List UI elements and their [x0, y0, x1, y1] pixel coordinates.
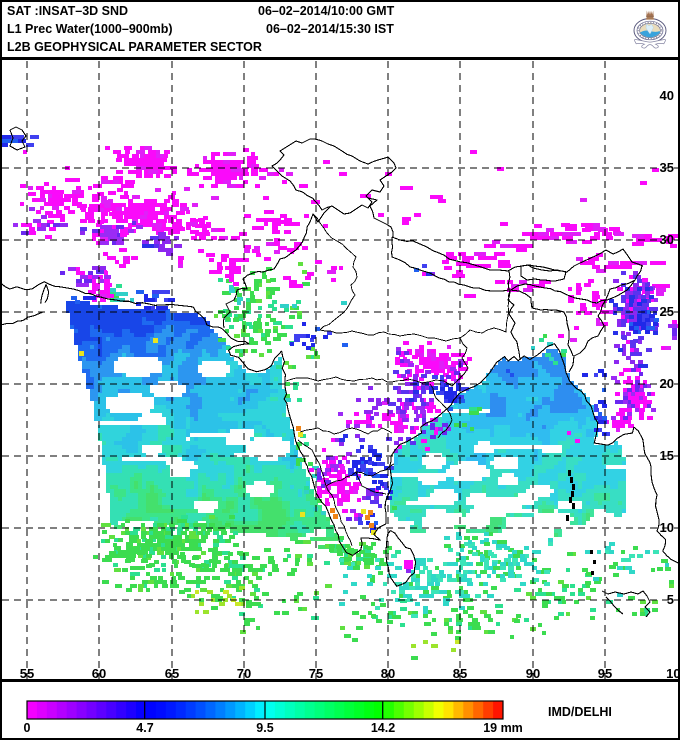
svg-text:4.7: 4.7	[136, 721, 153, 735]
svg-text:25: 25	[660, 304, 674, 319]
svg-text:06–02–2014/15:30 IST: 06–02–2014/15:30 IST	[266, 22, 394, 36]
svg-text:100: 100	[666, 666, 680, 681]
svg-text:95: 95	[598, 666, 612, 681]
svg-text:35: 35	[660, 160, 674, 175]
svg-text:90: 90	[526, 666, 540, 681]
svg-text:19 mm: 19 mm	[483, 721, 523, 735]
svg-text:L2B GEOPHYSICAL PARAMETER SECT: L2B GEOPHYSICAL PARAMETER SECTOR	[7, 40, 262, 54]
svg-text:15: 15	[660, 448, 674, 463]
svg-text:60: 60	[92, 666, 106, 681]
svg-text:5: 5	[667, 592, 674, 607]
svg-text:L1 Prec Water(1000–900mb): L1 Prec Water(1000–900mb)	[7, 22, 173, 36]
svg-text:75: 75	[309, 666, 323, 681]
svg-text:0: 0	[24, 721, 31, 735]
svg-text:20: 20	[660, 376, 674, 391]
svg-text:55: 55	[20, 666, 34, 681]
svg-text:30: 30	[660, 232, 674, 247]
svg-text:65: 65	[165, 666, 179, 681]
svg-text:06–02–2014/10:00 GMT: 06–02–2014/10:00 GMT	[258, 4, 395, 18]
svg-text:70: 70	[237, 666, 251, 681]
svg-text:40: 40	[660, 88, 674, 103]
svg-text:SAT :INSAT–3D SND: SAT :INSAT–3D SND	[7, 4, 128, 18]
svg-text:IMD/DELHI: IMD/DELHI	[548, 705, 612, 719]
svg-text:14.2: 14.2	[371, 721, 395, 735]
svg-text:9.5: 9.5	[256, 721, 273, 735]
svg-text:85: 85	[453, 666, 467, 681]
svg-text:10: 10	[660, 520, 674, 535]
svg-text:80: 80	[381, 666, 395, 681]
